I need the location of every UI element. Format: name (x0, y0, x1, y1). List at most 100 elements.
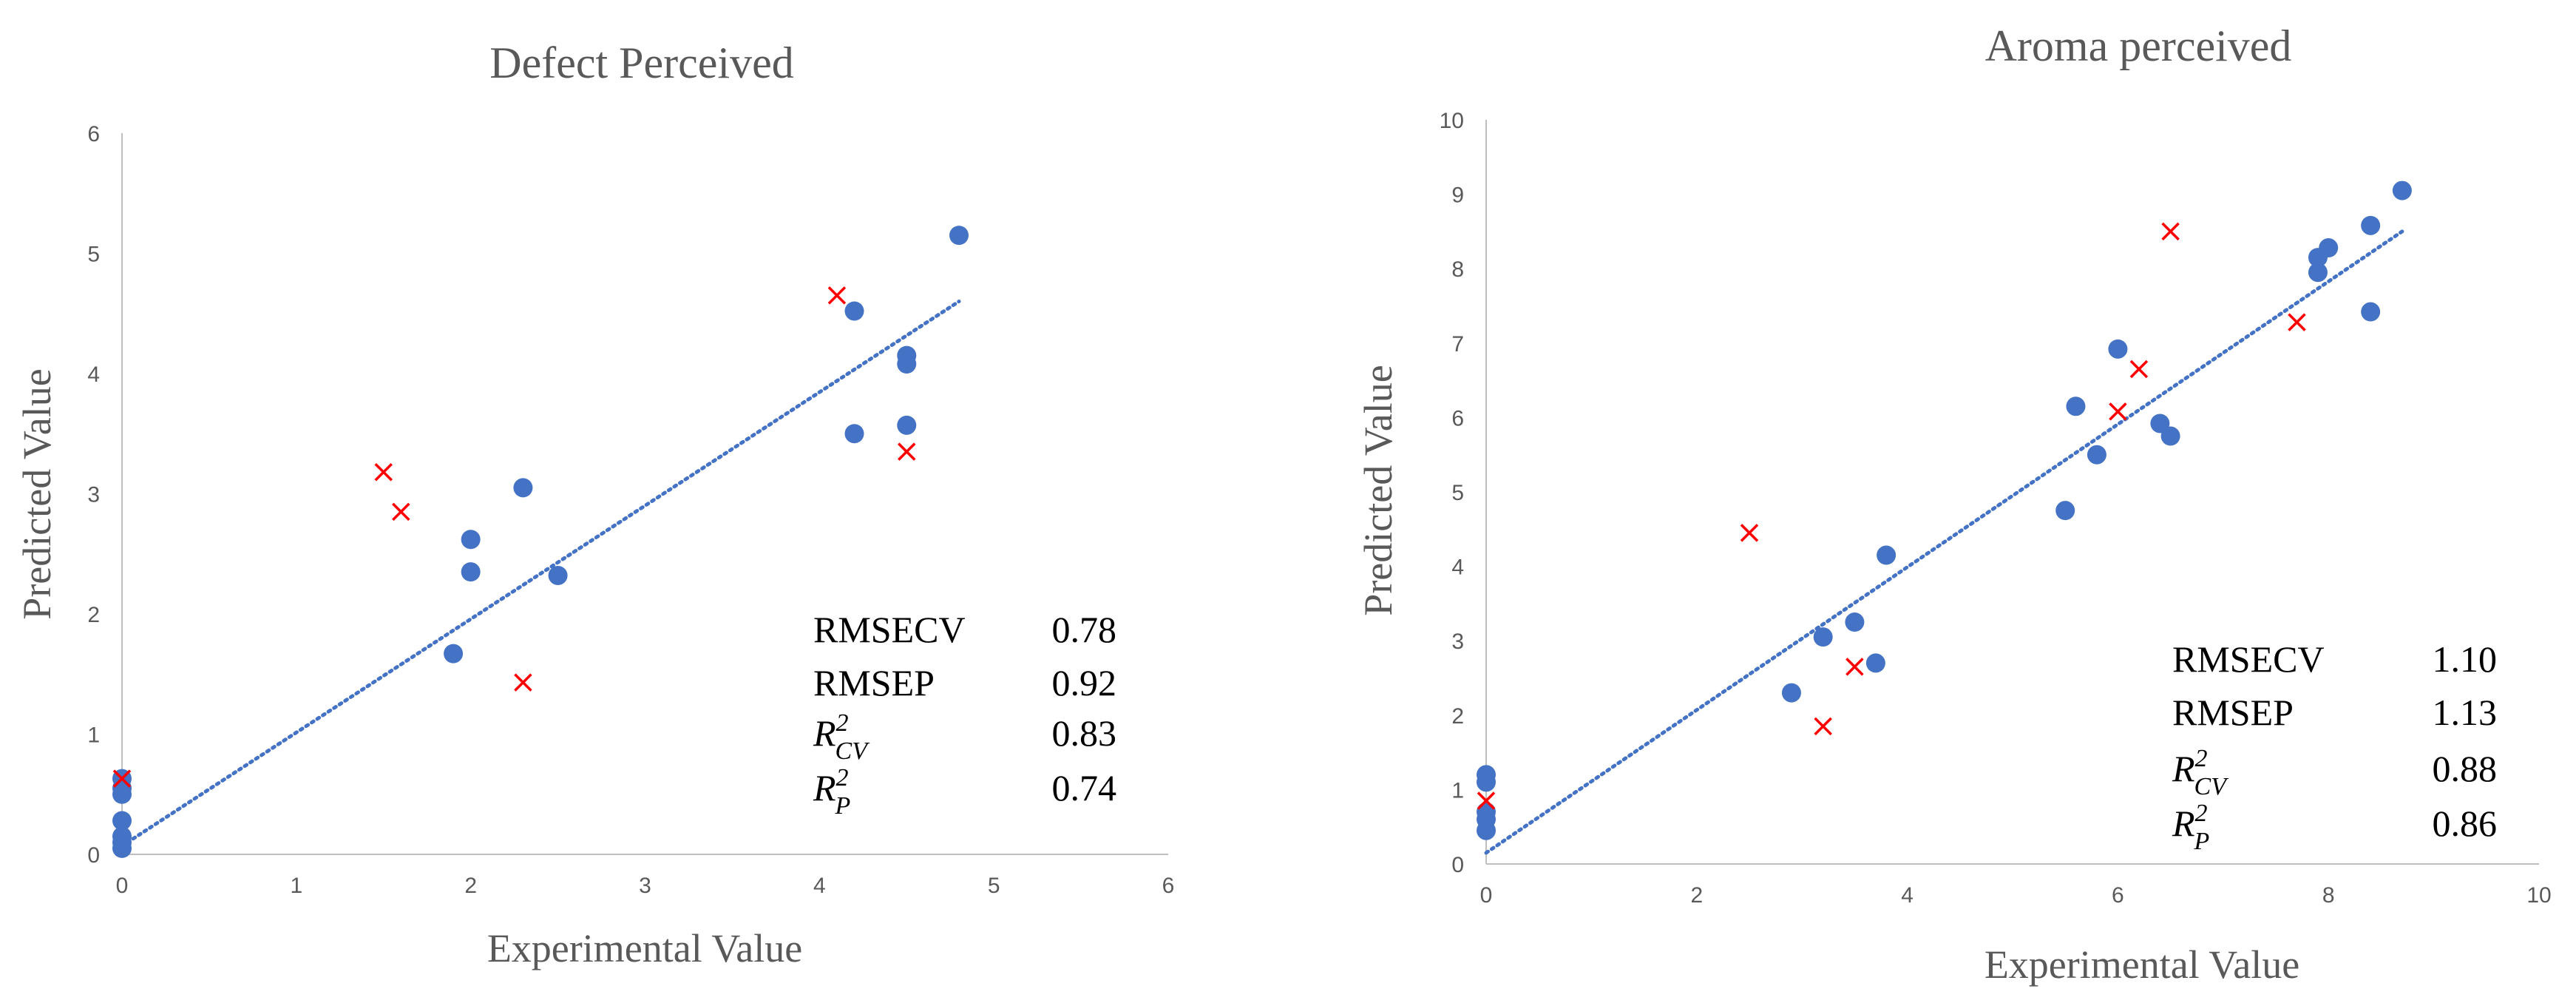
stat-label: R2 P (2172, 800, 2209, 855)
calibration-point (2361, 215, 2381, 235)
x-tick-label: 8 (2322, 883, 2335, 908)
x-tick-label: 0 (116, 874, 129, 898)
calibration-point (2066, 396, 2086, 416)
stat-superscript: 2 (836, 764, 849, 791)
x-tick-label: 6 (2112, 883, 2124, 908)
x-tick-label: 5 (988, 874, 1000, 898)
calibration-point (2392, 180, 2412, 200)
x-tick-label: 4 (813, 874, 826, 898)
chart-title: Aroma perceived (1985, 21, 2292, 70)
validation-point (112, 769, 132, 788)
stat-value: 1.10 (2433, 638, 2498, 680)
validation-point-stroke (1845, 658, 1864, 676)
stat-value: 0.86 (2433, 803, 2498, 844)
y-axis-label: Predicted Value (15, 368, 59, 619)
x-tick-label: 6 (1162, 874, 1175, 898)
validation-point-stroke (374, 463, 393, 482)
stat-subscript: CV (2194, 773, 2230, 800)
y-tick-label: 5 (87, 243, 100, 267)
calibration-point (2055, 501, 2075, 521)
calibration-point (112, 838, 132, 858)
validation-point-stroke (1477, 791, 1496, 810)
stat-subscript: P (835, 792, 851, 820)
x-tick-label: 0 (1480, 883, 1493, 908)
y-tick-label: 2 (1451, 704, 1464, 729)
y-tick-label: 10 (1440, 109, 1464, 133)
defect-perceived-plot: 0 1 2 3 4 5 6 0 1 2 3 4 5 6 Defect Perceived Experiment… (15, 38, 1175, 970)
validation-point (1814, 717, 1832, 736)
x-tick-label: 2 (1690, 883, 1703, 908)
y-tick-label: 4 (1451, 556, 1464, 580)
stat-symbol: R (813, 767, 836, 808)
validation-point (827, 286, 847, 305)
calibration-point (2308, 263, 2328, 283)
y-axis-label: Predicted Value (1356, 365, 1400, 615)
validation-point-stroke (1740, 524, 1759, 542)
y-tick-label: 5 (1451, 481, 1464, 505)
x-tick-label: 1 (290, 874, 302, 898)
validation-point-stroke (2288, 313, 2306, 331)
validation-point-stroke (2129, 359, 2149, 379)
y-tick-label: 4 (87, 362, 100, 387)
stat-superscript: 2 (2195, 800, 2208, 827)
x-tick-label: 3 (639, 874, 651, 898)
calibration-point (461, 530, 481, 550)
y-tick-label: 7 (1451, 332, 1464, 357)
stat-label: RMSEP (2172, 692, 2294, 733)
stat-label: RMSECV (2172, 638, 2325, 680)
stat-label: RMSEP (813, 662, 935, 703)
validation-point-stroke (112, 769, 132, 788)
trendline (1484, 229, 2404, 855)
calibration-point (1877, 545, 1897, 565)
validation-point-stroke (827, 286, 847, 305)
validation-point (1477, 791, 1496, 810)
validation-point (392, 502, 410, 521)
stat-value: 0.83 (1052, 712, 1117, 754)
y-tick-label: 1 (1451, 778, 1464, 803)
x-tick-label: 4 (1901, 883, 1914, 908)
validation-point (2161, 222, 2180, 241)
y-tick-label: 9 (1451, 183, 1464, 208)
calibration-point (897, 415, 917, 435)
y-tick-label: 0 (1451, 853, 1464, 877)
x-tick-label: 2 (464, 874, 477, 898)
y-tick-label: 6 (87, 122, 100, 146)
calibration-point (1845, 612, 1865, 632)
y-tick-label: 1 (87, 723, 100, 748)
chart-title: Defect Perceived (489, 38, 793, 87)
x-axis-label: Experimental Value (1984, 942, 2299, 987)
defect-perceived-chart: 0 1 2 3 4 5 6 0 1 2 3 4 5 6 Defect Perceived Experiment… (15, 38, 1175, 970)
aroma-perceived-plot: 0 2 4 6 8 10 0 1 2 3 4 5 6 7 8 9 10 Aroma perceived Experi… (1356, 21, 2552, 987)
calibration-point (444, 644, 464, 664)
stat-symbol: R (2172, 803, 2195, 844)
stat-label: R2 CV (2172, 745, 2229, 800)
y-tick-label: 3 (87, 483, 100, 507)
calibration-point (844, 424, 864, 444)
trendline (120, 300, 961, 848)
validation-point-stroke (514, 673, 532, 692)
calibration-point (2150, 413, 2170, 433)
stat-subscript: P (2194, 828, 2210, 855)
stat-value: 0.74 (1052, 767, 1117, 808)
stat-value: 0.92 (1052, 662, 1117, 703)
calibration-point (2160, 426, 2180, 446)
stat-label: R2 P (813, 764, 850, 820)
calibration-point (2087, 445, 2106, 465)
x-axis-label: Experimental Value (487, 926, 802, 970)
calibration-point (112, 784, 132, 804)
stat-label: R2 CV (813, 709, 870, 765)
validation-point (898, 442, 916, 461)
stat-superscript: 2 (2195, 745, 2208, 772)
stat-superscript: 2 (836, 709, 849, 737)
validation-point (1740, 524, 1759, 542)
y-tick-label: 6 (1451, 406, 1464, 431)
stat-subscript: CV (835, 737, 871, 765)
stat-symbol: R (813, 712, 836, 754)
validation-point-stroke (1814, 717, 1832, 736)
calibration-point (2361, 302, 2381, 322)
validation-point-stroke (898, 442, 916, 461)
validation-point (2109, 402, 2127, 421)
validation-point (2288, 313, 2306, 331)
validation-point-stroke (392, 502, 410, 521)
validation-point-stroke (2109, 402, 2127, 421)
